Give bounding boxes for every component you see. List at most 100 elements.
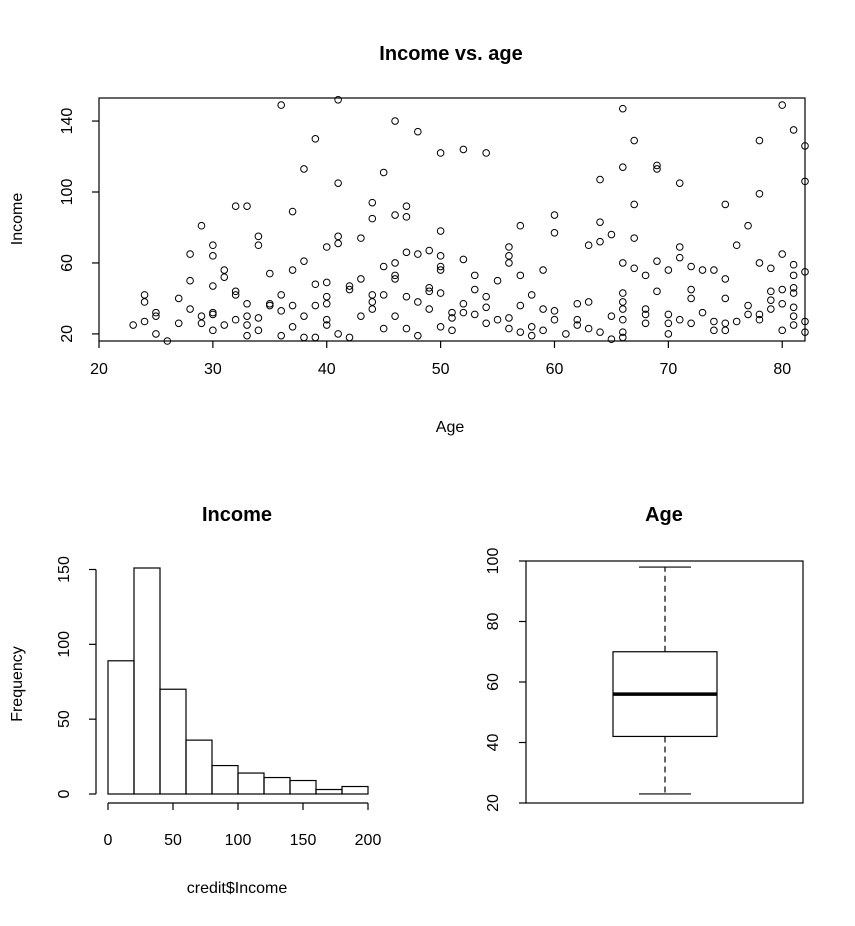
boxplot-y-tick-label: 80 <box>485 613 502 631</box>
scatter-point <box>243 321 251 329</box>
scatter-point <box>288 301 297 310</box>
scatter-point <box>379 168 388 177</box>
scatter-point <box>459 308 468 317</box>
scatter-point <box>801 142 809 150</box>
scatter-point <box>436 227 445 235</box>
scatter-point <box>220 266 229 274</box>
scatter-point <box>322 278 331 287</box>
scatter-point <box>357 312 365 320</box>
scatter-point <box>607 312 616 320</box>
scatter-point <box>664 310 673 319</box>
scatter-point <box>163 337 172 345</box>
scatter-point <box>300 165 308 173</box>
scatter-point <box>562 330 570 338</box>
scatter-point <box>243 312 251 320</box>
scatter-point <box>322 299 331 308</box>
scatter-point <box>300 333 308 342</box>
scatter-point <box>755 136 764 145</box>
scatter-point <box>436 149 445 157</box>
scatter-point <box>539 266 547 274</box>
scatter-point <box>584 241 593 250</box>
scatter-point <box>482 292 490 301</box>
histogram-bar <box>159 688 187 795</box>
scatter-point <box>414 331 422 340</box>
histogram-y-label: Frequency <box>9 646 26 722</box>
scatter-point <box>619 163 627 171</box>
scatter-point <box>493 276 502 285</box>
scatter-point <box>653 257 661 265</box>
scatter-point <box>732 317 741 326</box>
scatter-point <box>414 298 422 306</box>
scatter-point <box>482 149 490 157</box>
scatter-point <box>687 285 695 294</box>
scatter-point <box>129 321 137 329</box>
scatter-point <box>459 299 468 308</box>
histogram-bar <box>315 788 343 795</box>
scatter-point <box>220 321 229 329</box>
scatter-point <box>436 252 445 260</box>
scatter-point <box>641 305 650 313</box>
scatter-point <box>425 246 434 255</box>
scatter-point <box>675 179 684 187</box>
scatter-point <box>732 241 741 250</box>
scatter-x-tick-label: 50 <box>432 361 450 378</box>
scatter-point <box>630 234 638 242</box>
scatter-point <box>436 289 445 297</box>
scatter-point <box>550 211 559 219</box>
scatter-point <box>209 326 217 335</box>
scatter-point <box>459 255 468 264</box>
scatter-point <box>516 301 525 310</box>
scatter-point <box>470 310 479 319</box>
scatter-point <box>436 266 445 274</box>
scatter-point <box>379 324 388 333</box>
scatter-point <box>767 264 775 273</box>
scatter-point <box>550 229 559 237</box>
histogram-bar <box>211 764 239 795</box>
scatter-point <box>505 252 513 260</box>
scatter-point <box>436 323 445 331</box>
scatter-point <box>482 303 490 312</box>
scatter-point <box>596 218 604 226</box>
histogram-x-tick-label: 150 <box>290 832 317 849</box>
scatter-point <box>664 330 673 338</box>
scatter-point <box>209 252 217 260</box>
scatter-point <box>744 221 752 230</box>
scatter-point <box>277 307 285 315</box>
scatter-point <box>573 299 582 308</box>
scatter-point <box>209 282 217 290</box>
scatter-point <box>402 202 411 210</box>
scatter-point <box>277 331 285 340</box>
histogram-bar <box>185 739 213 795</box>
scatter-y-tick-label: 20 <box>59 325 76 343</box>
scatter-point <box>311 301 320 310</box>
scatter-point <box>801 268 809 276</box>
scatter-point <box>322 292 331 301</box>
scatter-point <box>675 253 684 262</box>
scatter-point <box>801 317 809 326</box>
scatter-point <box>744 310 752 319</box>
scatter-point <box>345 282 354 290</box>
histogram-bar <box>341 785 369 795</box>
scatter-point <box>653 287 661 296</box>
scatter-point <box>619 305 627 313</box>
scatter-point <box>209 241 217 250</box>
scatter-point <box>231 291 240 299</box>
scatter-point <box>277 291 285 299</box>
scatter-point <box>789 260 798 269</box>
histogram-x-tick-label: 50 <box>164 832 182 849</box>
scatter-point <box>721 319 730 328</box>
scatter-point <box>698 266 707 274</box>
scatter-point <box>345 333 354 342</box>
scatter-point <box>789 289 798 297</box>
histogram-x-tick-label: 200 <box>355 832 382 849</box>
scatter-x-tick-label: 60 <box>546 361 564 378</box>
scatter-point <box>767 305 775 313</box>
scatter-point <box>641 310 650 319</box>
scatter-point <box>152 308 160 317</box>
boxplot-y-tick-label: 20 <box>485 794 502 812</box>
histogram-bar <box>289 779 317 795</box>
scatter-y-tick-label: 140 <box>59 108 76 135</box>
scatter-point <box>482 319 490 328</box>
scatter-point <box>721 275 730 283</box>
